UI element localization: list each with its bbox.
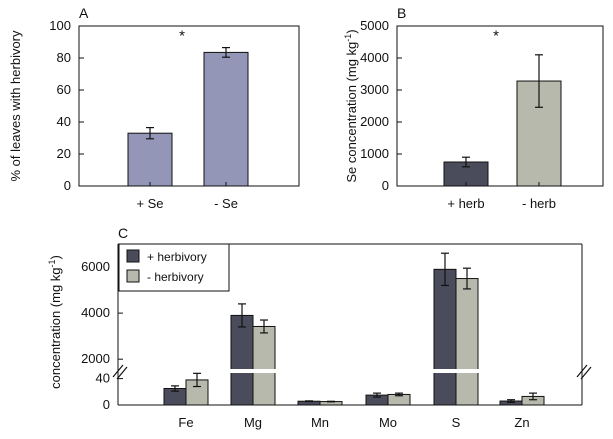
panel-b-x-axis: + herb - herb — [447, 182, 556, 211]
axis-break-mark-left — [112, 364, 124, 378]
y-tick-label: 2000 — [81, 351, 110, 366]
panel-c-y-axis: 0 40 2000 4000 6000 — [81, 259, 123, 412]
y-tick-label: 4000 — [360, 50, 389, 65]
panel-b-y-axis: 0 1000 2000 3000 4000 5000 — [360, 18, 402, 193]
axis-break-gap — [228, 369, 278, 373]
axis-break-mark-right — [580, 366, 592, 380]
panel-c-y-axis-label-close: ) — [48, 255, 63, 259]
y-tick-label: 40 — [57, 114, 71, 129]
x-tick-label: S — [452, 415, 461, 430]
legend-label: + herbivory — [147, 250, 207, 264]
y-tick-label: 100 — [49, 18, 71, 33]
legend-swatch — [126, 269, 140, 283]
panel-a: A 0 20 40 60 80 100 + Se - Se * % of leaves wi… — [8, 5, 300, 211]
y-tick-label: 6000 — [81, 259, 110, 274]
panel-a-x-axis: + Se - Se — [136, 182, 238, 211]
panel-b-significance-star: * — [493, 27, 499, 44]
bar — [127, 132, 173, 187]
y-tick-label: 0 — [382, 178, 389, 193]
y-tick-label: 40 — [96, 371, 110, 386]
panel-b-y-axis-label: Se concentration (mg kg-1) — [343, 29, 359, 182]
panel-b-y-axis-label-superscript: -1 — [343, 34, 353, 42]
panel-a-significance-star: * — [179, 28, 185, 45]
axis-break-mark-left — [116, 366, 128, 380]
panel-a-bars — [127, 46, 249, 187]
panel-a-y-axis: 0 20 40 60 80 100 — [49, 18, 84, 193]
x-tick-label: Mn — [311, 415, 329, 430]
x-tick-label: Fe — [178, 415, 193, 430]
legend-label: - herbivory — [147, 270, 204, 284]
y-tick-label: 0 — [64, 178, 71, 193]
panel-b: B 0 1000 2000 3000 4000 5000 + herb - herb * S… — [343, 5, 604, 211]
y-tick-label: 3000 — [360, 82, 389, 97]
panel-c-y-axis-label-superscript: -1 — [47, 259, 57, 267]
panel-b-letter: B — [397, 5, 406, 21]
x-tick-label: - Se — [214, 196, 238, 211]
x-tick-label: Mg — [244, 415, 262, 430]
x-tick-label: Mo — [379, 415, 397, 430]
panel-c-legend: + herbivory - herbivory — [118, 243, 230, 292]
axis-break-mark-right — [576, 364, 588, 378]
panel-b-bars — [443, 54, 562, 187]
y-tick-label: 0 — [103, 397, 110, 412]
panel-c-bars — [163, 252, 545, 406]
y-tick-label: 4000 — [81, 305, 110, 320]
panel-b-plot-frame — [396, 25, 604, 187]
y-tick-label: 20 — [57, 146, 71, 161]
panel-a-y-axis-label: % of leaves with herbivory — [8, 30, 23, 182]
x-tick-label: + herb — [447, 196, 484, 211]
y-tick-label: 5000 — [360, 18, 389, 33]
panel-b-y-axis-label-close: ) — [344, 29, 359, 33]
panel-c-x-axis: Fe Mg Mn Mo S Zn — [178, 401, 530, 430]
x-tick-label: + Se — [136, 196, 163, 211]
panel-a-plot-frame — [78, 25, 300, 187]
bar — [433, 268, 457, 406]
bar — [455, 278, 479, 406]
bar — [203, 51, 249, 187]
panel-c: C 0 40 2000 4000 6000 Fe Mg Mn Mo S Zn + herbivor… — [47, 225, 592, 430]
y-tick-label: 80 — [57, 50, 71, 65]
panel-a-letter: A — [79, 5, 89, 21]
y-tick-label: 1000 — [360, 146, 389, 161]
y-tick-label: 2000 — [360, 114, 389, 129]
panel-b-y-axis-label-main: Se concentration (mg kg — [344, 42, 359, 183]
legend-swatch — [126, 249, 140, 263]
panel-c-y-axis-label: concentration (mg kg-1) — [47, 255, 63, 389]
x-tick-label: Zn — [514, 415, 529, 430]
y-tick-label: 60 — [57, 82, 71, 97]
bar — [252, 325, 276, 406]
axis-break-gap — [295, 369, 345, 373]
x-tick-label: - herb — [522, 196, 556, 211]
bar — [230, 314, 254, 406]
panel-c-y-axis-label-main: concentration (mg kg — [48, 267, 63, 388]
axis-break-gap — [431, 369, 481, 373]
panel-c-letter: C — [118, 225, 128, 241]
